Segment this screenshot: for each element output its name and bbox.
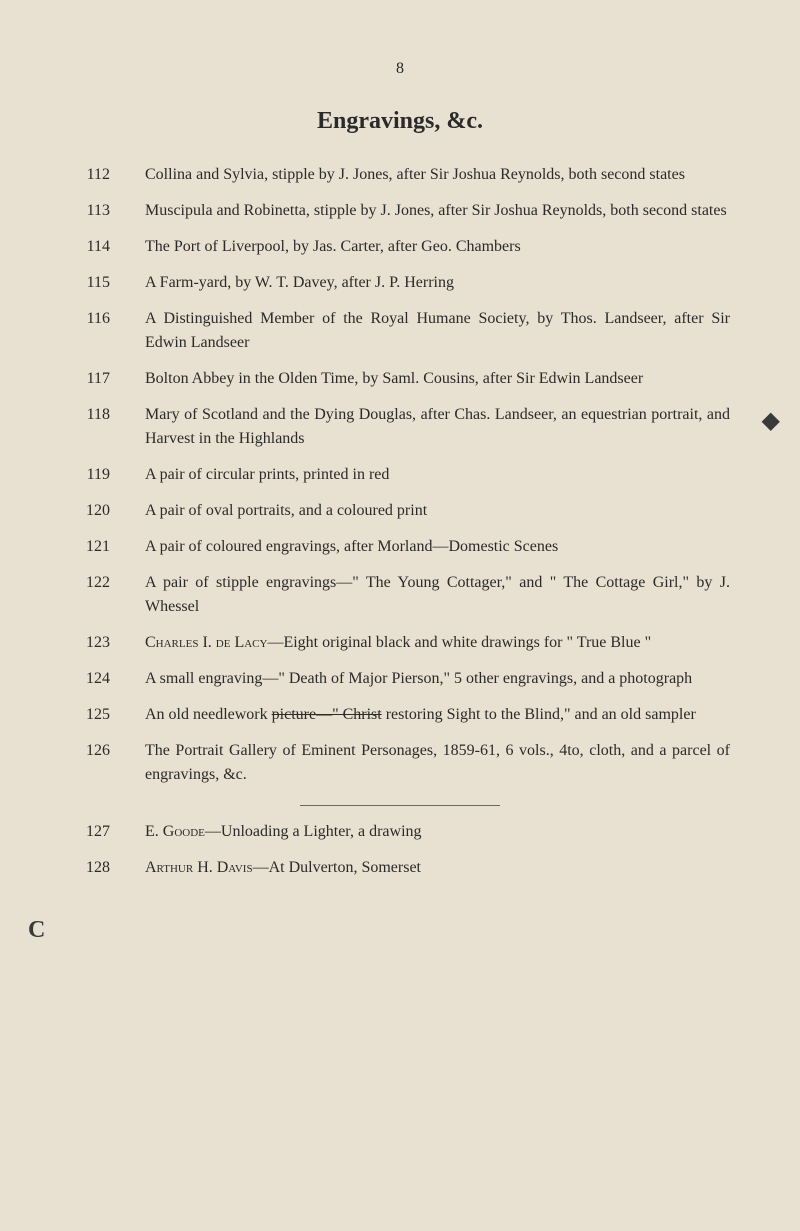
catalogue-entries-2: 127E. Goode—Unloading a Lighter, a drawi… — [50, 820, 750, 880]
catalogue-entry: 112Collina and Sylvia, stipple by J. Jon… — [60, 163, 730, 187]
catalogue-entry: 126The Portrait Gallery of Eminent Perso… — [60, 739, 730, 787]
catalogue-entry: 115A Farm-yard, by W. T. Davey, after J.… — [60, 271, 730, 295]
margin-mark-diamond: ◆ — [762, 406, 780, 435]
lot-description: A pair of stipple engravings—" The Young… — [145, 571, 730, 619]
catalogue-entry: 121A pair of coloured engravings, after … — [60, 535, 730, 559]
lot-description: E. Goode—Unloading a Lighter, a drawing — [145, 820, 730, 844]
lot-description: The Port of Liverpool, by Jas. Carter, a… — [145, 235, 730, 259]
lot-number: 128 — [60, 856, 145, 880]
lot-number: 116 — [60, 307, 145, 355]
lot-number: 119 — [60, 463, 145, 487]
catalogue-entry: 128Arthur H. Davis—At Dulverton, Somerse… — [60, 856, 730, 880]
lot-description: Muscipula and Robinetta, stipple by J. J… — [145, 199, 730, 223]
lot-number: 118 — [60, 403, 145, 451]
lot-number: 113 — [60, 199, 145, 223]
catalogue-entry: 114The Port of Liverpool, by Jas. Carter… — [60, 235, 730, 259]
section-heading: Engravings, &c. — [50, 108, 750, 135]
lot-description: An old needlework picture—" Christ resto… — [145, 703, 730, 727]
catalogue-entry: 113Muscipula and Robinetta, stipple by J… — [60, 199, 730, 223]
catalogue-entry: 118Mary of Scotland and the Dying Dougla… — [60, 403, 730, 451]
lot-number: 121 — [60, 535, 145, 559]
lot-description: Mary of Scotland and the Dying Douglas, … — [145, 403, 730, 451]
catalogue-entry: 116A Distinguished Member of the Royal H… — [60, 307, 730, 355]
section-divider — [300, 805, 500, 806]
lot-description: Charles I. de Lacy—Eight original black … — [145, 631, 730, 655]
catalogue-entry: 125An old needlework picture—" Christ re… — [60, 703, 730, 727]
lot-number: 120 — [60, 499, 145, 523]
catalogue-entry: 124A small engraving—" Death of Major Pi… — [60, 667, 730, 691]
catalogue-entry: 117Bolton Abbey in the Olden Time, by Sa… — [60, 367, 730, 391]
margin-mark-c: C — [28, 917, 45, 944]
lot-number: 126 — [60, 739, 145, 787]
catalogue-entry: 127E. Goode—Unloading a Lighter, a drawi… — [60, 820, 730, 844]
lot-number: 125 — [60, 703, 145, 727]
lot-description: The Portrait Gallery of Eminent Personag… — [145, 739, 730, 787]
lot-number: 122 — [60, 571, 145, 619]
lot-number: 124 — [60, 667, 145, 691]
lot-description: A Distinguished Member of the Royal Huma… — [145, 307, 730, 355]
lot-number: 114 — [60, 235, 145, 259]
lot-number: 127 — [60, 820, 145, 844]
lot-number: 117 — [60, 367, 145, 391]
lot-number: 123 — [60, 631, 145, 655]
lot-description: A pair of oval portraits, and a coloured… — [145, 499, 730, 523]
catalogue-entry: 122A pair of stipple engravings—" The Yo… — [60, 571, 730, 619]
lot-description: Collina and Sylvia, stipple by J. Jones,… — [145, 163, 730, 187]
page-number: 8 — [50, 60, 750, 78]
catalogue-entry: 119A pair of circular prints, printed in… — [60, 463, 730, 487]
lot-description: A pair of circular prints, printed in re… — [145, 463, 730, 487]
lot-description: Arthur H. Davis—At Dulverton, Somerset — [145, 856, 730, 880]
catalogue-entry: 120A pair of oval portraits, and a colou… — [60, 499, 730, 523]
catalogue-entry: 123Charles I. de Lacy—Eight original bla… — [60, 631, 730, 655]
catalogue-entries: 112Collina and Sylvia, stipple by J. Jon… — [50, 163, 750, 787]
lot-description: A small engraving—" Death of Major Piers… — [145, 667, 730, 691]
lot-number: 112 — [60, 163, 145, 187]
lot-description: A pair of coloured engravings, after Mor… — [145, 535, 730, 559]
lot-description: Bolton Abbey in the Olden Time, by Saml.… — [145, 367, 730, 391]
lot-number: 115 — [60, 271, 145, 295]
lot-description: A Farm-yard, by W. T. Davey, after J. P.… — [145, 271, 730, 295]
